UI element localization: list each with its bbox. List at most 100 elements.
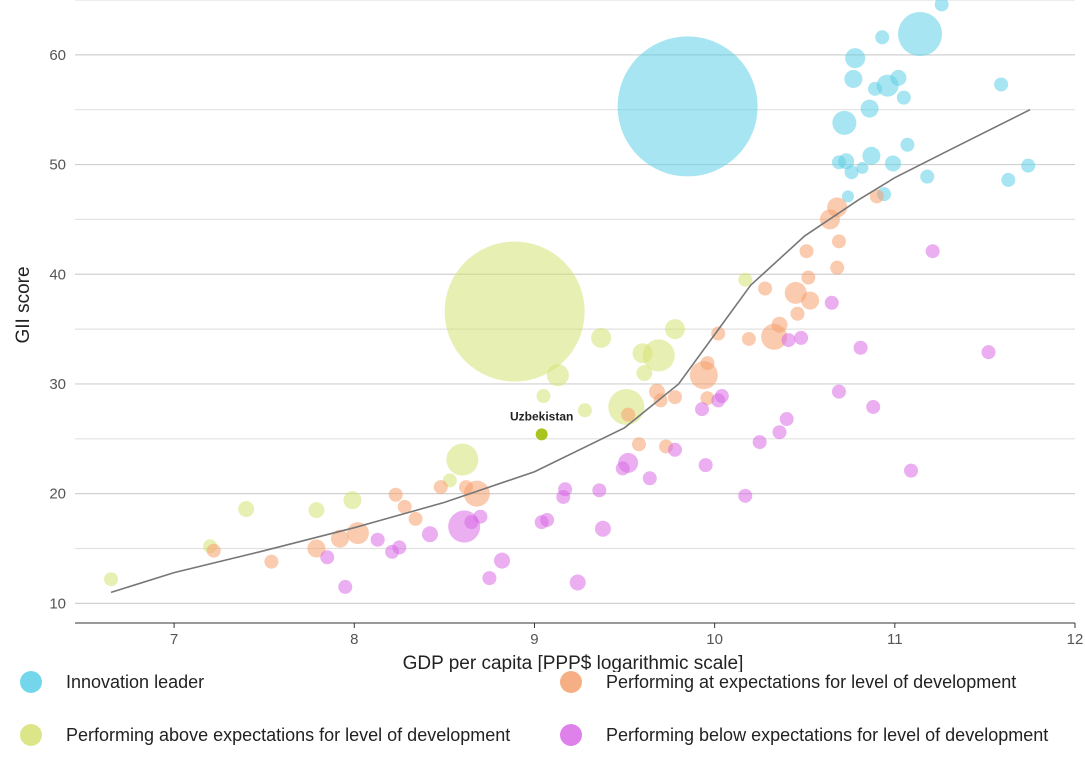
data-point-below — [772, 425, 787, 440]
x-tick-label: 8 — [350, 631, 358, 648]
data-point-below — [556, 489, 571, 504]
data-point-below — [853, 340, 868, 355]
data-point-leader — [1021, 158, 1036, 173]
data-point-leader — [845, 48, 866, 69]
data-point-leader — [617, 36, 758, 177]
data-point-above — [343, 491, 362, 510]
data-point-below — [752, 435, 767, 450]
data-point-below — [482, 571, 497, 586]
data-point-below — [711, 393, 726, 408]
data-point-at — [397, 499, 412, 514]
data-point-leader — [1001, 172, 1016, 187]
y-tick-label: 60 — [49, 47, 66, 64]
data-point-at — [761, 323, 788, 350]
data-point-above — [642, 339, 675, 372]
legend-label: Performing below expectations for level … — [606, 724, 1049, 745]
data-point-at — [408, 511, 423, 526]
data-point-leader — [934, 0, 949, 12]
data-point-below — [594, 520, 611, 537]
data-point-leader — [841, 190, 854, 203]
data-point-at — [433, 480, 448, 495]
data-point-above — [535, 428, 548, 441]
data-point-at — [264, 554, 279, 569]
data-point-at — [758, 281, 773, 296]
data-point-at — [831, 234, 846, 249]
legend-label: Performing at expectations for level of … — [606, 671, 1017, 692]
data-point-at — [689, 361, 718, 390]
y-tick-label: 10 — [49, 595, 66, 612]
data-point-leader — [844, 69, 863, 88]
data-point-at — [869, 189, 884, 204]
data-point-below — [824, 295, 839, 310]
data-point-below — [320, 550, 335, 565]
legend-item-above: Performing above expectations for level … — [20, 720, 510, 750]
data-point-below — [421, 526, 438, 543]
data-point-below — [738, 488, 753, 503]
data-point-below — [781, 333, 796, 348]
data-point-above — [446, 443, 479, 476]
data-point-above — [238, 501, 255, 518]
y-tick-label: 40 — [49, 266, 66, 283]
data-point-at — [700, 391, 715, 406]
y-axis-ticks: 10 20 30 40 50 60 — [49, 47, 66, 613]
scatter-chart: Uzbekistan 7 8 9 10 11 12 10 20 30 40 50 60 GDP pe… — [13, 0, 1084, 672]
data-point-below — [494, 552, 511, 569]
data-point-below — [831, 384, 846, 399]
data-point-above — [308, 502, 325, 519]
legend-item-below: Performing below expectations for level … — [560, 720, 1048, 750]
data-point-leader — [900, 137, 915, 152]
x-tick-label: 12 — [1067, 631, 1084, 648]
data-point-below — [695, 402, 710, 417]
data-point-at — [801, 270, 816, 285]
chart-legend: Innovation leader Performing at expectati… — [0, 671, 1085, 765]
data-point-below — [615, 461, 630, 476]
data-point-below — [464, 515, 479, 530]
data-point-leader — [885, 155, 902, 172]
data-point-above — [665, 319, 685, 340]
data-point-at — [621, 407, 636, 422]
data-point-below — [794, 330, 809, 345]
data-point-above — [738, 272, 753, 287]
data-point-leader — [844, 165, 859, 180]
y-axis-title: GII score — [13, 266, 34, 343]
annotation-label: Uzbekistan — [510, 409, 573, 423]
data-point-above — [444, 241, 585, 382]
data-point-below — [668, 442, 682, 457]
data-point-at — [799, 244, 814, 259]
bubble-layer — [104, 0, 1036, 594]
data-point-above — [608, 388, 645, 425]
data-point-above — [536, 389, 551, 404]
data-point-above — [591, 327, 612, 348]
data-point-at — [631, 437, 646, 452]
data-point-above — [546, 364, 569, 387]
legend-swatch-at — [560, 671, 582, 693]
data-point-at — [668, 390, 682, 405]
data-point-below — [925, 244, 940, 259]
data-point-leader — [890, 69, 907, 86]
legend-item-at: Performing at expectations for level of … — [560, 667, 1016, 697]
data-point-at — [711, 326, 726, 341]
legend-swatch-above — [20, 724, 42, 746]
data-point-below — [534, 515, 549, 530]
x-axis-title: GDP per capita [PPP$ logarithmic scale] — [403, 653, 744, 672]
y-tick-label: 30 — [49, 376, 66, 393]
data-point-below — [779, 412, 794, 427]
data-point-at — [653, 393, 668, 408]
data-point-leader — [868, 81, 882, 96]
legend-swatch-below — [560, 724, 582, 746]
legend-label: Performing above expectations for level … — [66, 724, 511, 745]
y-tick-label: 50 — [49, 157, 66, 174]
data-point-below — [338, 579, 353, 594]
data-point-at — [741, 331, 756, 346]
data-point-at — [784, 281, 807, 304]
data-point-at — [801, 291, 820, 310]
data-point-below — [642, 471, 657, 486]
data-point-leader — [838, 153, 855, 170]
data-point-below — [698, 458, 713, 473]
data-point-leader — [862, 146, 881, 165]
x-tick-label: 11 — [887, 631, 903, 648]
data-point-above — [636, 364, 653, 381]
data-point-leader — [875, 30, 890, 45]
data-point-below — [385, 544, 400, 559]
legend-item-leader: Innovation leader — [20, 667, 204, 697]
